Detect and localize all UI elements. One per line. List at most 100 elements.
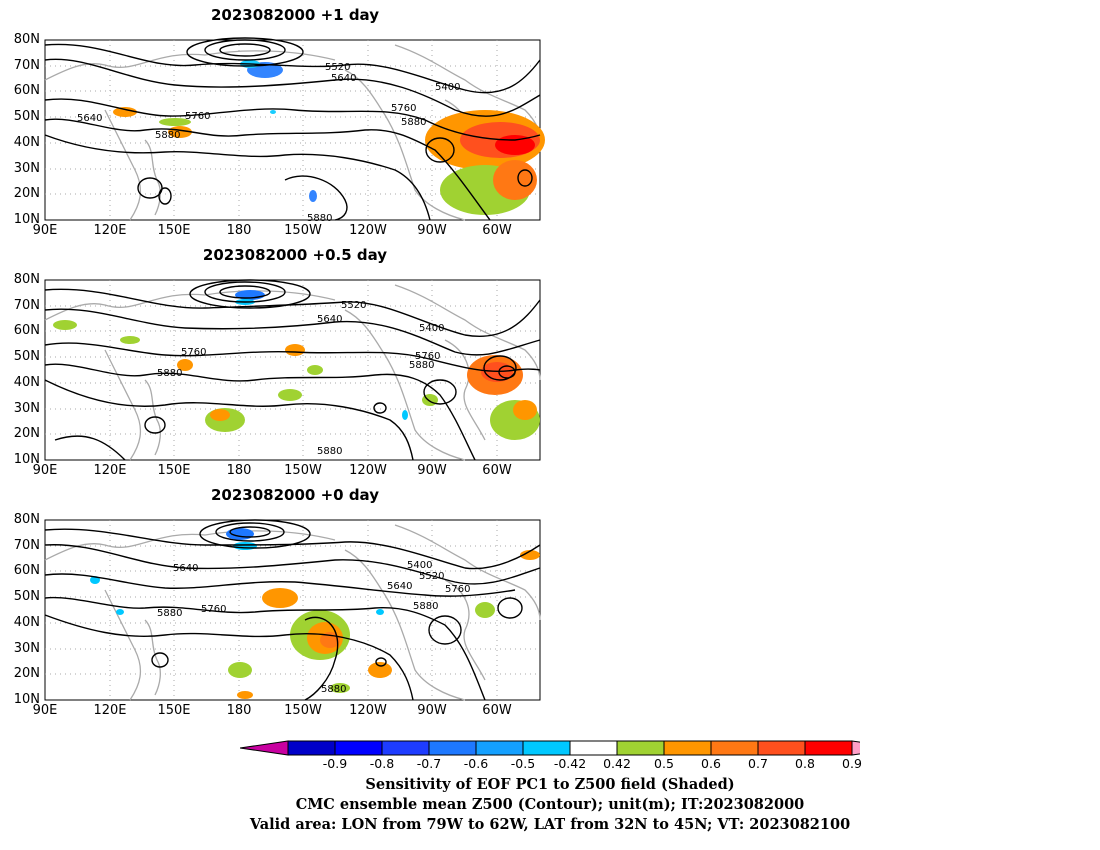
contour-label-5640b-p1: 5640 [77, 113, 102, 124]
lon-label: 120E [93, 463, 127, 478]
colorbar-segment [663, 740, 712, 756]
contour-label-5880c-p1: 5880 [307, 213, 332, 224]
colorbar-tick-label: 0.7 [748, 756, 768, 771]
lat-label: 10N [13, 692, 40, 707]
contour-labels: 5520 5640 5400 5760 5880 5760 5880 5880 [157, 300, 444, 457]
lat-label: 40N [13, 615, 40, 630]
map-plot-2: 5520 5640 5400 5760 5880 5760 5880 5880 [44, 279, 541, 461]
colorbar-segment [757, 740, 806, 756]
panel-title-3: 2023082000 +0 day [211, 486, 379, 504]
map-panel-plus0day: 5400 5520 5640 5760 5880 5640 5880 5760 … [44, 519, 541, 701]
lon-label: 120E [93, 223, 127, 238]
contour-label-5880-p3: 5880 [413, 601, 438, 612]
panel-title-2: 2023082000 +0.5 day [202, 246, 388, 264]
map-panel-plus0.5day: 5520 5640 5400 5760 5880 5760 5880 5880 [44, 279, 541, 461]
colorbar-segment [334, 740, 383, 756]
lat-label: 70N [13, 298, 40, 313]
contour-label-5760b-p1: 5760 [185, 111, 210, 122]
contour-label-5760b-p3: 5760 [201, 604, 226, 615]
lat-label: 60N [13, 83, 40, 98]
z500-contours [44, 279, 541, 461]
caption-line-1: Sensitivity of EOF PC1 to Z500 field (Sh… [365, 776, 735, 793]
lat-label: 10N [13, 212, 40, 227]
colorbar-segment [381, 740, 430, 756]
lat-label: 20N [13, 666, 40, 681]
lat-label: 70N [13, 538, 40, 553]
lon-label: 90E [32, 703, 58, 718]
panel-title-1: 2023082000 +1 day [211, 6, 379, 24]
lon-label: 150W [284, 463, 322, 478]
lon-label: 60W [482, 463, 512, 478]
shading-positive [53, 320, 540, 440]
grid-lines [45, 280, 540, 460]
map-plot-1: 5520 5640 5400 5760 5880 5640 5760 5880 … [44, 37, 545, 224]
lat-label: 50N [13, 589, 40, 604]
colorbar-segment [475, 740, 524, 756]
lon-label: 150E [157, 463, 191, 478]
lat-label: 60N [13, 323, 40, 338]
colorbar-tick-label: -0.9 [322, 756, 348, 771]
lon-label: 120W [349, 463, 387, 478]
contour-label-5880c-p3: 5880 [321, 684, 346, 695]
contour-label-5640-p3: 5640 [387, 581, 412, 592]
contour-labels: 5400 5520 5640 5760 5880 5640 5880 5760 … [157, 560, 470, 695]
colorbar-segment [287, 740, 336, 756]
map-plot-3: 5400 5520 5640 5760 5880 5640 5880 5760 … [44, 519, 541, 701]
lon-label: 180 [226, 463, 252, 478]
lat-label: 10N [13, 452, 40, 467]
colorbar-tick-label: -0.5 [510, 756, 536, 771]
colorbar-tick-label: -0.7 [416, 756, 442, 771]
colorbar-segment [522, 740, 571, 756]
contour-label-5640b-p3: 5640 [173, 563, 198, 574]
lon-label: 60W [482, 703, 512, 718]
lon-label: 90E [32, 223, 58, 238]
z500-contours [44, 519, 541, 701]
colorbar-low-extend [239, 740, 289, 756]
contour-label-5520-p3: 5520 [419, 571, 444, 582]
lon-label: 90W [417, 223, 447, 238]
colorbar-high-extend [851, 740, 901, 756]
lat-label: 60N [13, 563, 40, 578]
map-panel-plus1day: 5520 5640 5400 5760 5880 5640 5760 5880 … [44, 37, 545, 224]
lon-label: 150W [284, 703, 322, 718]
lon-label: 180 [226, 223, 252, 238]
contour-label-5760-p2: 5760 [415, 351, 440, 362]
lon-label: 150W [284, 223, 322, 238]
lon-label: 180 [226, 703, 252, 718]
lat-label: 80N [13, 32, 40, 47]
lon-label: 90E [32, 463, 58, 478]
colorbar-tick-label: 0.9 [842, 756, 862, 771]
lat-label: 80N [13, 272, 40, 287]
contour-label-5520-p1: 5520 [325, 62, 350, 73]
contour-label-5400-p2: 5400 [419, 323, 444, 334]
lat-label: 30N [13, 161, 40, 176]
colorbar-segment [710, 740, 759, 756]
colorbar-tick-label: -0.6 [463, 756, 489, 771]
lat-label: 50N [13, 349, 40, 364]
contour-label-5400-p3: 5400 [407, 560, 432, 571]
contour-label-5880c-p2: 5880 [317, 446, 342, 457]
contour-label-5640-p2: 5640 [317, 314, 342, 325]
colorbar-tick-label: -0.8 [369, 756, 395, 771]
lat-label: 20N [13, 426, 40, 441]
colorbar-segment [616, 740, 665, 756]
contour-label-5760b-p2: 5760 [181, 347, 206, 358]
colorbar-segment [428, 740, 477, 756]
colorbar-segment [804, 740, 853, 756]
lon-label: 150E [157, 223, 191, 238]
contour-label-5880b-p3: 5880 [157, 608, 182, 619]
colorbar-tick-label: 0.6 [701, 756, 721, 771]
contour-label-5880b-p1: 5880 [155, 130, 180, 141]
colorbar-tick-label: 0.42 [603, 756, 631, 771]
lon-label: 60W [482, 223, 512, 238]
lat-label: 40N [13, 375, 40, 390]
contour-label-5880-p1: 5880 [401, 117, 426, 128]
z500-contours [44, 37, 541, 221]
lon-label: 150E [157, 703, 191, 718]
lon-label: 90W [417, 463, 447, 478]
lat-label: 70N [13, 58, 40, 73]
lat-label: 40N [13, 135, 40, 150]
coastlines [44, 524, 541, 701]
lat-label: 80N [13, 512, 40, 527]
contour-label-5400-p1: 5400 [435, 82, 460, 93]
